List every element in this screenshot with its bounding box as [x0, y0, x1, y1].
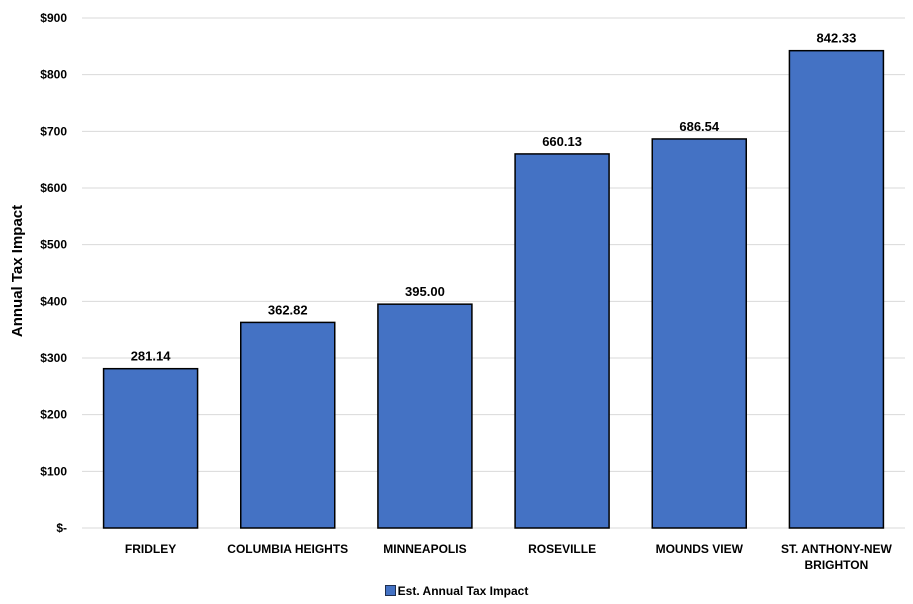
x-tick-label-line: MINNEAPOLIS [383, 542, 466, 556]
bars [102, 49, 885, 529]
y-tick-label: $400 [40, 294, 67, 308]
gridlines [82, 17, 905, 529]
y-tick-label: $300 [40, 351, 67, 365]
x-tick-label: ROSEVILLE [528, 542, 596, 556]
x-tick-label-line: COLUMBIA HEIGHTS [227, 542, 348, 556]
bar [651, 138, 747, 529]
x-tick-label-line: MOUNDS VIEW [656, 542, 744, 556]
y-axis-title: Annual Tax Impact [9, 205, 26, 337]
bar [102, 367, 199, 529]
y-tick-label: $600 [40, 181, 67, 195]
data-label: 842.33 [817, 31, 857, 46]
legend-swatch [384, 585, 396, 596]
legend: Est. Annual Tax Impact [0, 584, 913, 598]
bar [788, 49, 885, 529]
bar [514, 153, 610, 529]
y-tick-label: $700 [40, 124, 67, 138]
y-tick-label: $100 [40, 464, 67, 478]
y-tick-label: $- [56, 521, 67, 535]
x-tick-label: COLUMBIA HEIGHTS [227, 542, 348, 556]
data-label: 660.13 [542, 134, 582, 149]
x-axis-ticks: FRIDLEY COLUMBIA HEIGHTS MINNEAPOLIS ROSEVI… [125, 542, 893, 572]
data-label: 362.82 [268, 302, 308, 317]
x-tick-label-line: BRIGHTON [805, 558, 869, 572]
y-axis-ticks: $- $100 $200 $300 $400 $500 $600 $700 $800 $900 [40, 11, 67, 535]
data-label: 686.54 [679, 119, 720, 134]
x-tick-label: MOUNDS VIEW [656, 542, 744, 556]
bar [377, 303, 473, 529]
y-tick-label: $800 [40, 68, 67, 82]
bar [240, 321, 336, 529]
data-label: 281.14 [131, 349, 172, 364]
x-tick-label-line: ROSEVILLE [528, 542, 596, 556]
y-tick-label: $500 [40, 238, 67, 252]
x-tick-label-line: ST. ANTHONY-NEW [781, 542, 893, 556]
x-tick-label-line: FRIDLEY [125, 542, 176, 556]
x-tick-label: ST. ANTHONY-NEW BRIGHTON [781, 542, 893, 572]
x-tick-label: FRIDLEY [125, 542, 176, 556]
y-tick-label: $900 [40, 11, 67, 25]
data-label: 395.00 [405, 284, 445, 299]
x-tick-label: MINNEAPOLIS [383, 542, 466, 556]
legend-label: Est. Annual Tax Impact [397, 584, 529, 598]
bar-chart: $- $100 $200 $300 $400 $500 $600 $700 $800 $900 2… [9, 11, 905, 572]
y-tick-label: $200 [40, 408, 67, 422]
data-labels: 281.14 362.82 395.00 660.13 686.54 842.33 [131, 31, 857, 364]
